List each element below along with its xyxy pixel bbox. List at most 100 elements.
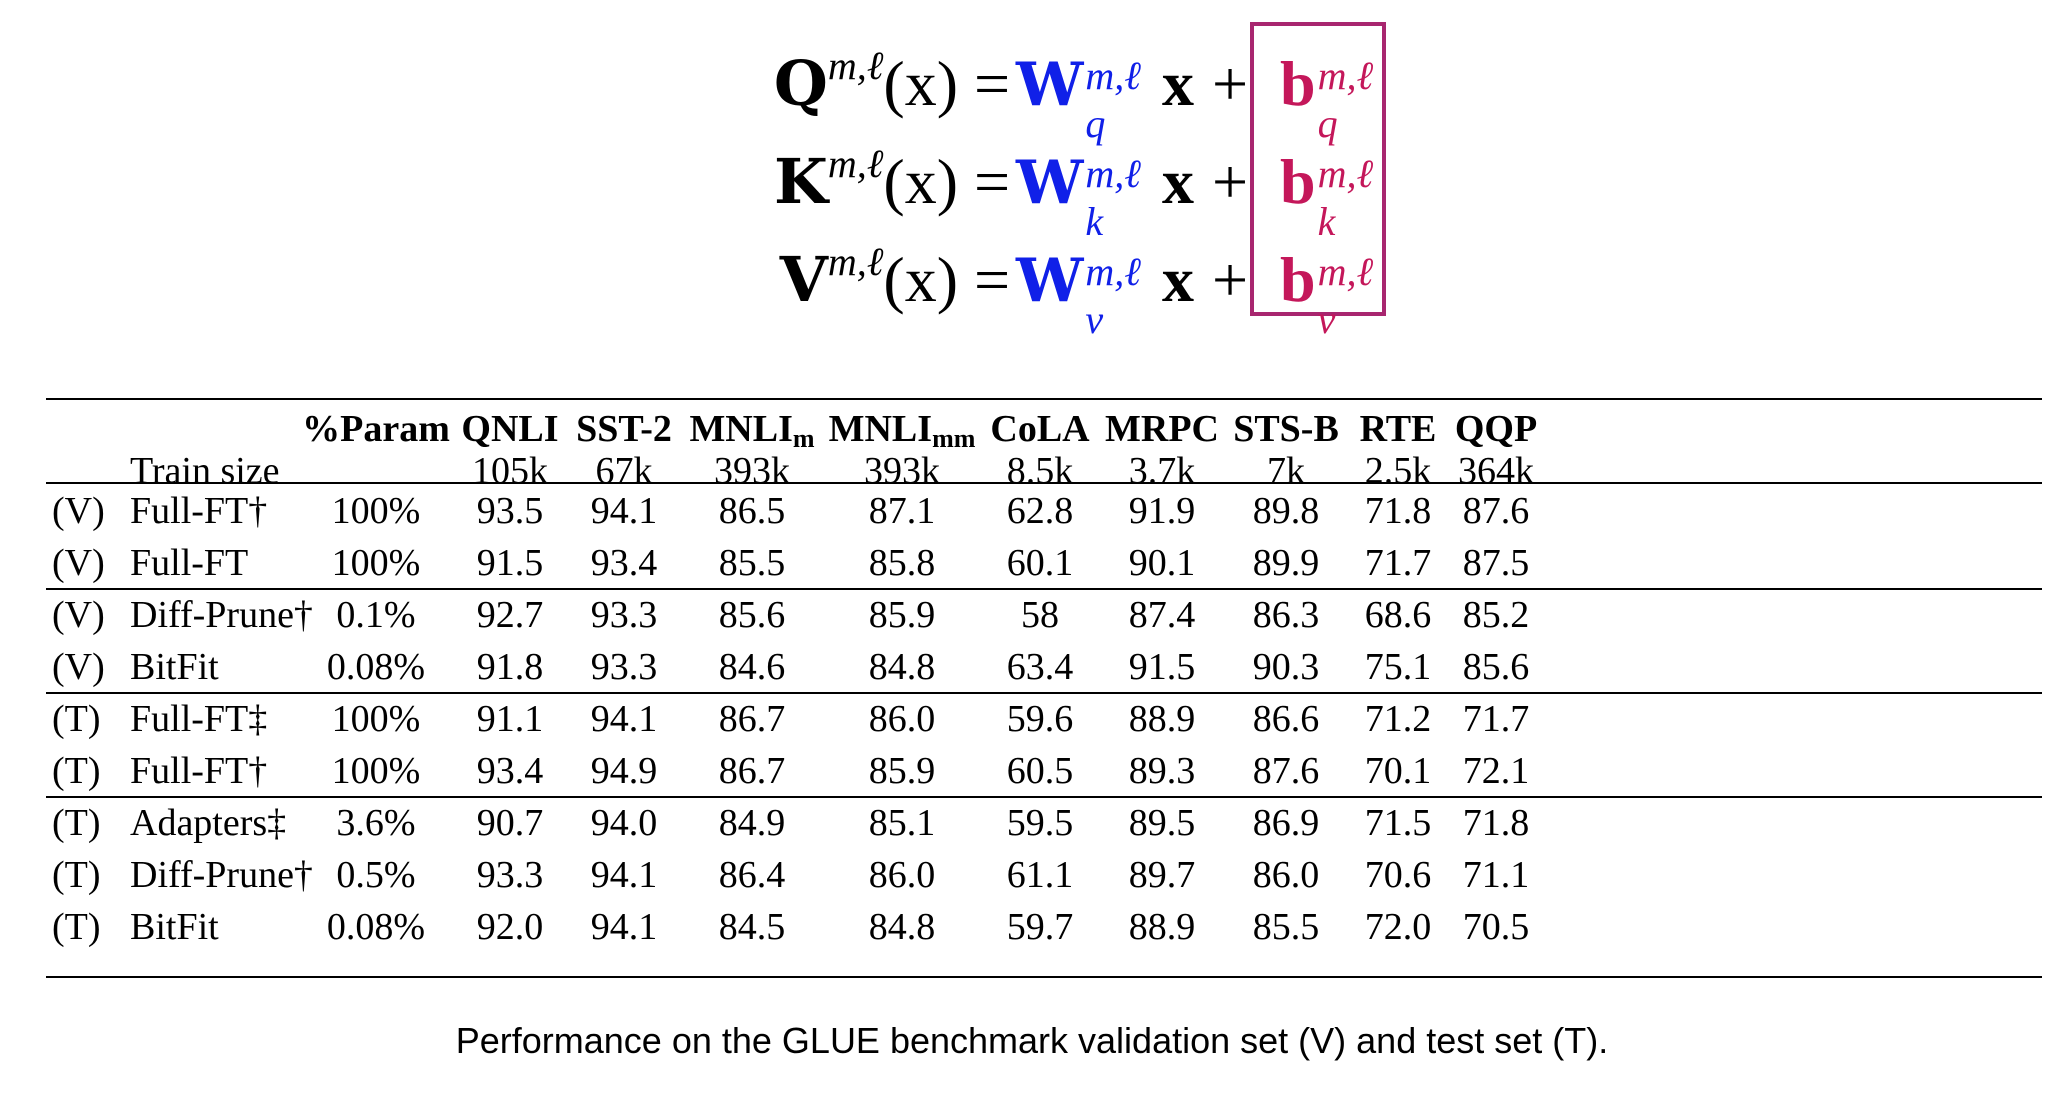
- score-cell: 91.9: [1128, 490, 1196, 532]
- score-cell: 93.5: [476, 490, 544, 532]
- input-x: x: [1162, 244, 1194, 315]
- score-cell: 71.8: [1364, 490, 1432, 532]
- method-name: Full-FT‡: [130, 698, 268, 740]
- train-size-value: 8.5k: [1006, 450, 1074, 492]
- table-bottom-rule: [46, 976, 2042, 978]
- score-cell: 84.8: [868, 906, 936, 948]
- score-cell: 94.1: [590, 490, 658, 532]
- column-header-task: SST-2: [576, 408, 672, 450]
- score-cell: 71.7: [1462, 698, 1530, 740]
- split-label: (V): [52, 542, 105, 584]
- score-cell: 93.4: [590, 542, 658, 584]
- plus-sign: +: [1212, 244, 1249, 315]
- group-rule: [46, 796, 2042, 798]
- method-name: Full-FT†: [130, 490, 268, 532]
- score-cell: 86.5: [718, 490, 786, 532]
- column-header-task: RTE: [1359, 408, 1437, 450]
- score-cell: 63.4: [1006, 646, 1074, 688]
- group-rule: [46, 692, 2042, 694]
- score-cell: 86.0: [868, 854, 936, 896]
- score-cell: 71.7: [1364, 542, 1432, 584]
- score-cell: 85.8: [868, 542, 936, 584]
- param-value: 100%: [331, 490, 421, 532]
- column-header-task: QNLI: [461, 408, 559, 450]
- score-cell: 70.5: [1462, 906, 1530, 948]
- input-x: x: [1162, 48, 1194, 119]
- score-cell: 85.1: [868, 802, 936, 844]
- score-cell: 62.8: [1006, 490, 1074, 532]
- score-cell: 58: [1021, 594, 1059, 636]
- param-value: 100%: [331, 542, 421, 584]
- score-cell: 88.9: [1128, 698, 1196, 740]
- score-cell: 85.5: [1252, 906, 1320, 948]
- plus-sign: +: [1212, 146, 1249, 217]
- score-cell: 71.5: [1364, 802, 1432, 844]
- score-cell: 86.0: [1252, 854, 1320, 896]
- param-value: 0.1%: [336, 594, 416, 636]
- score-cell: 90.1: [1128, 542, 1196, 584]
- column-header-task: QQP: [1454, 408, 1538, 450]
- score-cell: 60.5: [1006, 750, 1074, 792]
- score-cell: 90.3: [1252, 646, 1320, 688]
- score-cell: 86.4: [718, 854, 786, 896]
- param-value: 100%: [331, 698, 421, 740]
- score-cell: 87.5: [1462, 542, 1530, 584]
- param-value: 100%: [331, 750, 421, 792]
- train-size-value: 67k: [595, 450, 653, 492]
- bias-term: b m,ℓ v: [1280, 244, 1374, 343]
- glue-results-table: %Param QNLI SST-2 MNLIm MNLImm CoLA MRPC STS-B R…: [46, 398, 2042, 980]
- bias-term: b m,ℓ k: [1280, 146, 1374, 245]
- score-cell: 71.1: [1462, 854, 1530, 896]
- method-name: Diff-Prune†: [130, 594, 313, 636]
- score-cell: 86.3: [1252, 594, 1320, 636]
- equation-lhs: Qm,ℓ(x): [773, 43, 958, 120]
- equals-sign: =: [974, 146, 1011, 217]
- header-rule: [46, 482, 2042, 484]
- train-size-value: 364k: [1458, 450, 1534, 492]
- score-cell: 90.7: [476, 802, 544, 844]
- column-header-task: MNLIm: [689, 408, 815, 453]
- method-name: BitFit: [130, 906, 219, 948]
- score-cell: 59.6: [1006, 698, 1074, 740]
- method-name: Full-FT†: [130, 750, 268, 792]
- score-cell: 75.1: [1364, 646, 1432, 688]
- train-size-value: 2.5k: [1364, 450, 1432, 492]
- score-cell: 85.2: [1462, 594, 1530, 636]
- column-header-param: %Param: [302, 408, 450, 450]
- score-cell: 91.1: [476, 698, 544, 740]
- method-name: Adapters‡: [130, 802, 287, 844]
- split-label: (T): [52, 750, 101, 792]
- group-rule: [46, 588, 2042, 590]
- train-size-value: 393k: [864, 450, 940, 492]
- score-cell: 92.0: [476, 906, 544, 948]
- score-cell: 91.5: [476, 542, 544, 584]
- score-cell: 89.3: [1128, 750, 1196, 792]
- score-cell: 72.1: [1462, 750, 1530, 792]
- score-cell: 61.1: [1006, 854, 1074, 896]
- score-cell: 71.2: [1364, 698, 1432, 740]
- score-cell: 85.6: [718, 594, 786, 636]
- score-cell: 71.8: [1462, 802, 1530, 844]
- equation-lhs: Km,ℓ(x): [773, 141, 958, 218]
- param-value: 0.08%: [326, 906, 426, 948]
- plus-sign: +: [1212, 48, 1249, 119]
- method-name: Diff-Prune†: [130, 854, 313, 896]
- score-cell: 94.1: [590, 698, 658, 740]
- figure-caption: Performance on the GLUE benchmark valida…: [455, 1020, 1609, 1061]
- column-header-task: STS-B: [1233, 408, 1339, 450]
- param-value: 0.08%: [326, 646, 426, 688]
- score-cell: 59.7: [1006, 906, 1074, 948]
- train-size-value: 105k: [472, 450, 548, 492]
- score-cell: 89.7: [1128, 854, 1196, 896]
- train-size-value: 7k: [1267, 450, 1305, 492]
- column-header-task: MRPC: [1105, 408, 1219, 450]
- score-cell: 89.9: [1252, 542, 1320, 584]
- score-cell: 85.6: [1462, 646, 1530, 688]
- score-cell: 72.0: [1364, 906, 1432, 948]
- bias-term: b m,ℓ q: [1280, 48, 1374, 147]
- score-cell: 59.5: [1006, 802, 1074, 844]
